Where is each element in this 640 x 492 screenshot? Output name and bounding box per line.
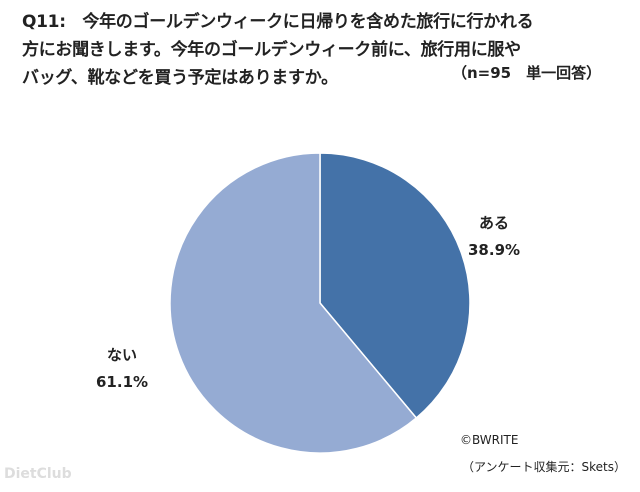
source-note: （アンケート収集元：Skets） bbox=[462, 460, 626, 474]
title-line-1: Q11: 今年のゴールデンウィークに日帰りを含めた旅行に行かれる bbox=[22, 12, 534, 32]
pie-slice-1 bbox=[169, 152, 418, 454]
slice-value: 38.9% bbox=[468, 241, 521, 259]
pie-slice-0 bbox=[319, 152, 471, 420]
slice-label-nai: ない 61.1% bbox=[96, 344, 148, 391]
title-line-2: 方にお聞きします。今年のゴールデンウィーク前に、旅行用に服や bbox=[22, 40, 521, 60]
watermark-logo: DietClub bbox=[4, 466, 72, 482]
slice-name: ある bbox=[479, 214, 510, 232]
copyright: ©BWRITE bbox=[460, 433, 519, 447]
slice-value: 61.1% bbox=[96, 373, 149, 391]
slice-label-aru: ある 38.9% bbox=[468, 212, 520, 259]
slice-name: ない bbox=[107, 346, 138, 364]
title-line-3: バッグ、靴などを買う予定はありますか。 bbox=[22, 68, 338, 88]
sample-note: （n=95 単一回答） bbox=[452, 64, 602, 82]
chart-title: Q11: 今年のゴールデンウィークに日帰りを含めた旅行に行かれる 方にお聞きしま… bbox=[22, 8, 534, 92]
